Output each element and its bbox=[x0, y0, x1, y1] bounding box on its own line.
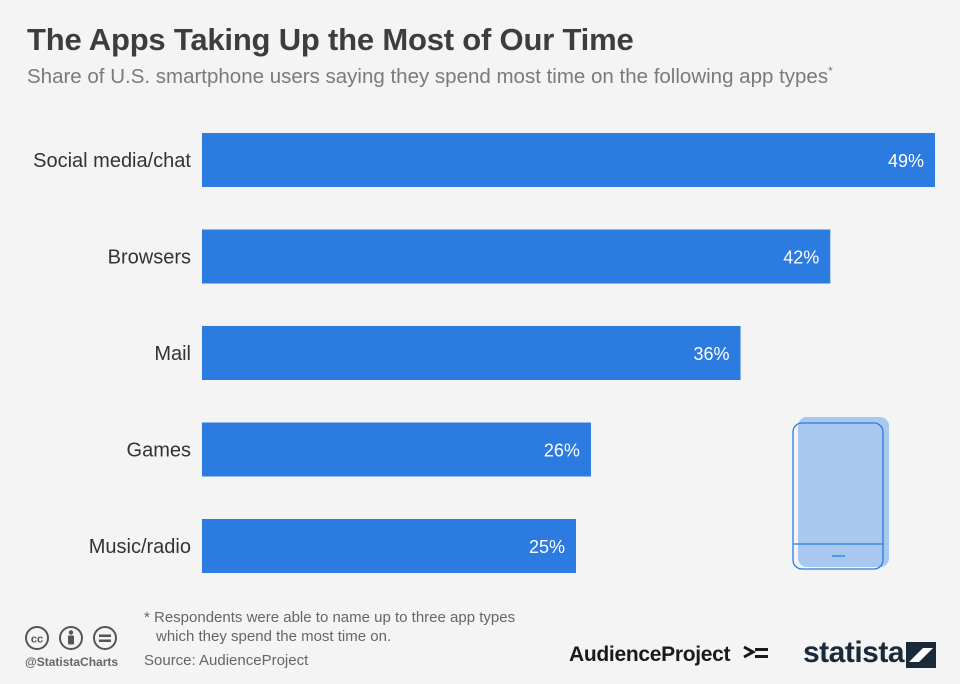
subtitle-footnote-mark: * bbox=[828, 64, 833, 78]
chart-subtitle-text: Share of U.S. smartphone users saying th… bbox=[27, 64, 829, 88]
bars-layer: Social media/chat 49% Browsers 42% Mail 36% Ga… bbox=[33, 133, 935, 573]
no-derivatives-icon bbox=[93, 626, 117, 650]
audienceproject-mark-icon bbox=[743, 645, 768, 659]
source-text: Source: AudienceProject bbox=[144, 652, 309, 669]
value-label-1: 42% bbox=[783, 248, 819, 268]
category-label-1: Browsers bbox=[108, 247, 191, 269]
svg-text:cc: cc bbox=[31, 634, 43, 646]
value-label-4: 25% bbox=[529, 537, 565, 557]
bar-2 bbox=[202, 326, 741, 380]
attribution-icon bbox=[59, 626, 83, 650]
statista-mark-icon bbox=[906, 642, 936, 668]
category-label-3: Games bbox=[127, 440, 191, 462]
statista-handle: @StatistaCharts bbox=[25, 655, 119, 669]
bar-chart: Social media/chat 49% Browsers 42% Mail 36% Ga… bbox=[33, 133, 935, 573]
category-label-2: Mail bbox=[154, 343, 191, 365]
bar-4 bbox=[202, 519, 576, 573]
bar-3 bbox=[202, 422, 591, 477]
chart-subtitle: Share of U.S. smartphone users saying th… bbox=[27, 64, 833, 89]
bar-1 bbox=[202, 229, 831, 284]
bar-0 bbox=[202, 133, 935, 187]
footnote-line-1: * Respondents were able to name up to th… bbox=[144, 609, 516, 626]
cc-icon: cc bbox=[25, 626, 49, 650]
category-label-0: Social media/chat bbox=[33, 150, 191, 172]
license-icons: cc bbox=[25, 626, 117, 650]
value-label-3: 26% bbox=[544, 441, 580, 461]
value-label-2: 36% bbox=[693, 344, 729, 364]
footnote: * Respondents were able to name up to th… bbox=[144, 608, 515, 646]
statista-logo: statista bbox=[803, 636, 905, 669]
footnote-line-2: which they spend the most time on. bbox=[156, 628, 392, 645]
chart-title: The Apps Taking Up the Most of Our Time bbox=[27, 22, 634, 57]
audienceproject-logo: AudienceProject bbox=[569, 643, 731, 666]
smartphone-icon bbox=[792, 417, 889, 570]
category-label-4: Music/radio bbox=[89, 536, 191, 558]
value-label-0: 49% bbox=[888, 151, 924, 171]
